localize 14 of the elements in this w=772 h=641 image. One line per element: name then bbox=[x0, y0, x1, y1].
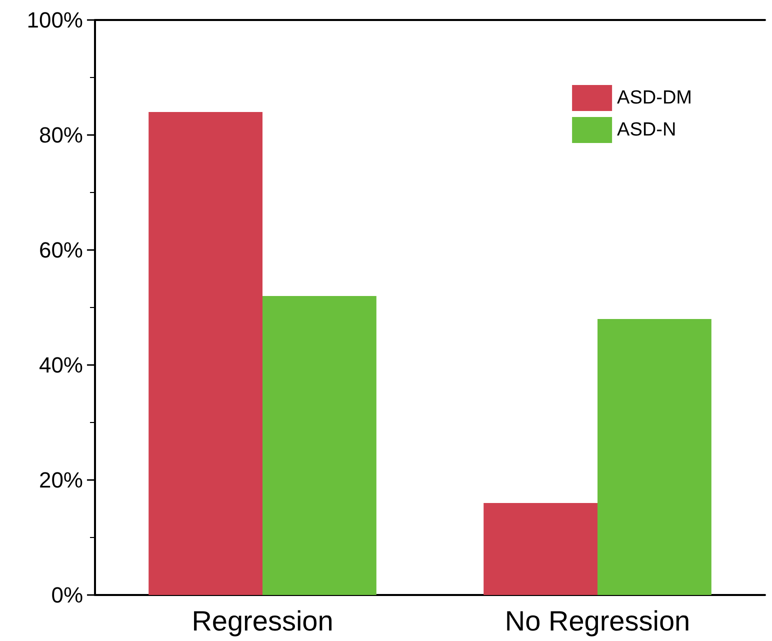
legend-label: ASD-DM bbox=[617, 88, 692, 108]
bar bbox=[262, 296, 376, 595]
bar bbox=[598, 319, 712, 595]
y-tick-label: 40% bbox=[38, 352, 83, 378]
bar bbox=[484, 503, 598, 595]
y-tick-label: 100% bbox=[26, 8, 83, 32]
x-tick-label: No Regression bbox=[504, 606, 690, 636]
y-tick-label: 20% bbox=[38, 468, 83, 492]
bar bbox=[148, 112, 262, 595]
legend-label: ASD-N bbox=[617, 120, 676, 140]
y-tick-label: 60% bbox=[38, 238, 83, 262]
x-tick-label: Regression bbox=[192, 606, 334, 636]
y-tick-label: 80% bbox=[38, 122, 83, 148]
y-tick-label: 0% bbox=[51, 582, 83, 608]
